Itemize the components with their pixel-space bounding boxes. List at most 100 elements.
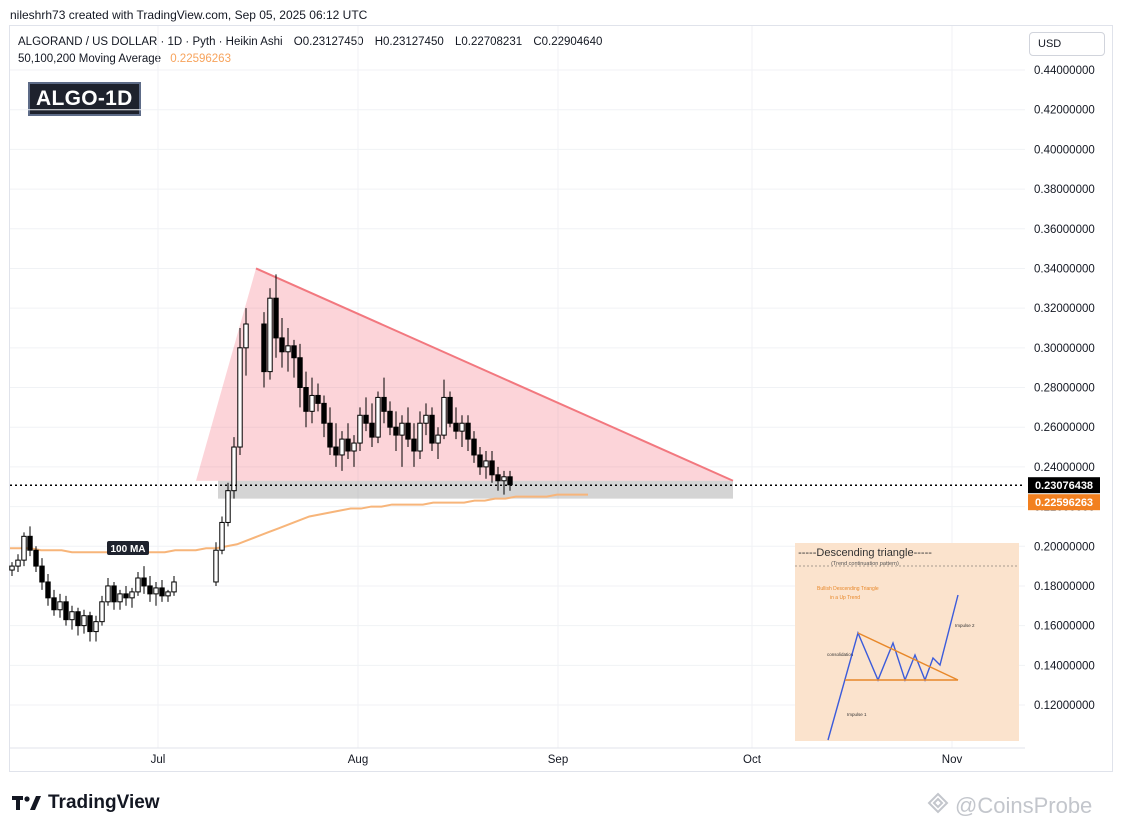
candle xyxy=(465,415,471,451)
candle xyxy=(321,395,327,438)
candle-body xyxy=(339,438,345,456)
candle-body xyxy=(225,490,231,523)
candle-body xyxy=(303,387,309,412)
tradingview-logo[interactable]: TradingView xyxy=(12,792,160,814)
author-line: nileshrh73 created with TradingView.com,… xyxy=(10,8,368,22)
candle-body xyxy=(501,476,507,482)
candle xyxy=(117,589,123,610)
y-tick-label: 0.18000000 xyxy=(1034,581,1095,593)
support-zone xyxy=(218,480,733,499)
y-tick-label: 0.26000000 xyxy=(1034,422,1095,434)
candle xyxy=(57,593,63,618)
candle xyxy=(111,581,117,610)
inset-label-consolidation: consolidation xyxy=(827,652,854,657)
inset-title: -----Descending triangle----- xyxy=(798,547,932,559)
candle xyxy=(333,423,339,467)
ohlc-low: L0.22708231 xyxy=(454,36,523,48)
candle-body xyxy=(273,297,279,339)
candle-body xyxy=(135,577,141,593)
y-tick-label: 0.44000000 xyxy=(1034,65,1095,77)
candle xyxy=(315,383,321,412)
candle-body xyxy=(297,357,303,388)
candle-body xyxy=(45,581,51,599)
candle xyxy=(303,371,309,428)
candle-body xyxy=(375,396,381,438)
candle xyxy=(165,589,171,602)
candle-body xyxy=(51,597,57,611)
y-tick-label: 0.42000000 xyxy=(1034,105,1095,117)
ma-indicator-label: 50,100,200 Moving Average xyxy=(18,53,162,65)
candle xyxy=(285,327,291,372)
candle xyxy=(15,554,21,573)
x-tick-label: Aug xyxy=(348,754,368,766)
candle xyxy=(435,427,441,459)
candle xyxy=(483,451,489,479)
ma-price-tag-bg xyxy=(1028,494,1100,511)
coinsprobe-watermark: @CoinsProbe xyxy=(925,792,1092,820)
candle-body xyxy=(111,585,117,603)
indicator-header[interactable]: 50,100,200 Moving Average 0.22596263 xyxy=(18,53,231,65)
candle-body xyxy=(423,414,429,424)
candle xyxy=(87,611,93,642)
candle xyxy=(387,401,393,436)
candle-body xyxy=(147,585,153,595)
ma-label-box: 100 MA xyxy=(107,541,149,555)
y-tick-label: 0.30000000 xyxy=(1034,343,1095,355)
symbol-header: ALGORAND / US DOLLAR · 1D · Pyth · Heiki… xyxy=(18,36,610,48)
candle xyxy=(219,516,225,555)
candle-body xyxy=(93,621,99,633)
candle xyxy=(261,312,267,388)
candle-body xyxy=(39,565,45,583)
y-tick-label: 0.36000000 xyxy=(1034,224,1095,236)
candle xyxy=(375,391,381,444)
candle-body xyxy=(483,460,489,468)
candle xyxy=(273,274,279,358)
candle xyxy=(81,609,87,634)
ma-price-tag: 0.22596263 xyxy=(1035,497,1093,509)
candle-body xyxy=(213,549,219,583)
y-tick-label: 0.12000000 xyxy=(1034,700,1095,712)
currency-button[interactable]: USD xyxy=(1029,32,1105,56)
candle-body xyxy=(243,323,249,349)
candle xyxy=(9,562,15,577)
candle-body xyxy=(69,611,75,621)
candle-body xyxy=(57,601,63,611)
ohlc-high: H0.23127450 xyxy=(374,36,444,48)
symbol-title: ALGORAND / US DOLLAR · 1D · Pyth · Heiki… xyxy=(18,36,283,48)
candle xyxy=(225,482,231,527)
candle-body xyxy=(363,414,369,424)
candle xyxy=(279,318,285,368)
current-price-tag-bg xyxy=(1028,477,1100,494)
candle-body xyxy=(435,434,441,444)
moving-average-line xyxy=(10,493,588,554)
inset-price-path xyxy=(827,594,959,741)
candle xyxy=(27,526,33,557)
candle-body xyxy=(471,438,477,456)
candle-body xyxy=(495,474,501,482)
candle-body xyxy=(129,591,135,599)
candle xyxy=(69,605,75,630)
candle xyxy=(291,339,297,378)
candle-body xyxy=(33,549,39,567)
candle-body xyxy=(459,422,465,432)
y-tick-label: 0.24000000 xyxy=(1034,462,1095,474)
candle xyxy=(495,466,501,491)
chart-frame xyxy=(9,25,1113,772)
candle-body xyxy=(447,396,453,424)
candle xyxy=(411,423,417,467)
y-tick-label: 0.28000000 xyxy=(1034,383,1095,395)
candle xyxy=(267,288,273,380)
ma-label-bg xyxy=(107,541,149,555)
candle-body xyxy=(393,426,399,436)
candle xyxy=(447,391,453,428)
candle-body xyxy=(321,402,327,424)
candle-body xyxy=(123,593,129,599)
candle-body xyxy=(489,460,495,476)
candle-body xyxy=(411,438,417,452)
candle-body xyxy=(141,577,147,587)
candle-body xyxy=(15,559,21,567)
ohlc-close: C0.22904640 xyxy=(533,36,603,48)
candle xyxy=(105,578,111,606)
descending-triangle-inset: -----Descending triangle----- (Trend cont… xyxy=(795,543,1019,741)
